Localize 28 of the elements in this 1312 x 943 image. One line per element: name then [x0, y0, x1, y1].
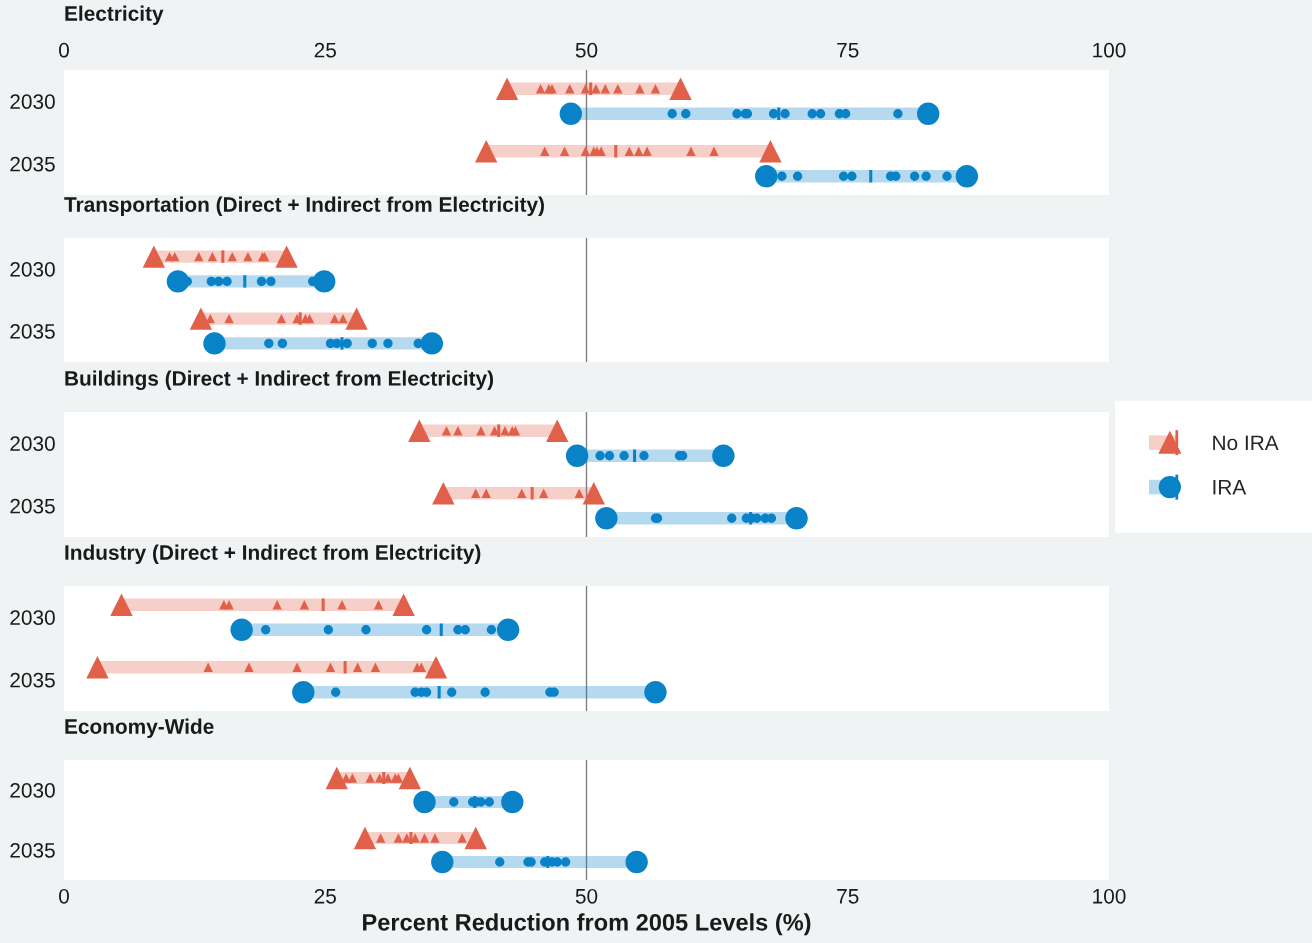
x-tick-label: 100 [1093, 42, 1126, 58]
legend-label: IRA [1213, 480, 1247, 495]
x-tick-label: 25 [314, 42, 336, 58]
x-tick-label: 100 [1093, 888, 1126, 904]
chart-title: Buildings (Direct + Indirect from Electricity) [65, 370, 494, 390]
legend-label: No IRA [1213, 435, 1279, 451]
y-tick-label: 2035 [10, 498, 55, 514]
y-tick-label: 2035 [10, 843, 55, 858]
x-tick-label: 25 [314, 888, 336, 904]
y-tick-label: 2035 [10, 324, 55, 339]
x-tick-label: 75 [837, 889, 859, 904]
chart-title: Transportation (Direct + Indirect from Electricity) [64, 196, 544, 216]
x-tick-label: 75 [837, 43, 859, 58]
y-tick-label: 2035 [10, 156, 55, 172]
x-tick-label: 50 [575, 42, 598, 58]
chart-title: Economy-Wide [65, 718, 214, 738]
y-tick-label: 2030 [10, 610, 55, 625]
y-tick-label: 2030 [10, 262, 55, 277]
x-tick-label: 0 [59, 888, 69, 904]
y-tick-label: 2030 [10, 94, 55, 109]
y-tick-label: 2030 [10, 436, 55, 451]
x-tick-label: 50 [575, 888, 598, 904]
y-tick-label: 2030 [10, 783, 55, 798]
chart-title: Electricity [65, 5, 164, 25]
chart-title: Industry (Direct + Indirect from Electricity) [65, 544, 481, 564]
y-tick-label: 2035 [10, 672, 55, 688]
x-tick-label: 0 [59, 42, 69, 58]
x-axis-title: Percent Reduction from 2005 Levels (%) [363, 913, 811, 936]
